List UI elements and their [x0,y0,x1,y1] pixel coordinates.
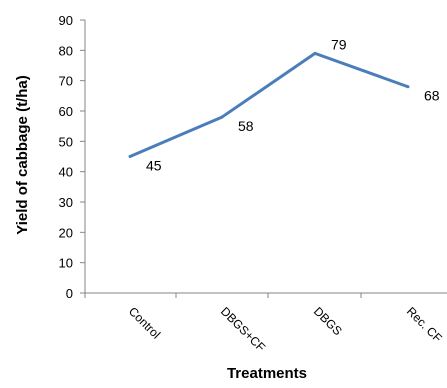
x-axis: Control DBGS+CF DBGS Rec. CF [84,292,447,354]
x-tick-label: Rec. CF [404,304,445,345]
y-tick-label: 10 [59,256,73,271]
y-tick-label: 20 [59,225,73,240]
data-label: 45 [146,158,162,174]
series-line [129,51,409,158]
x-tick-label: DBGS+CF [218,304,268,354]
data-point [220,115,224,119]
y-tick-label: 50 [59,134,73,149]
y-axis-title: Yield of cabbage (t/ha) [14,75,31,234]
y-tick-label: 40 [59,165,73,180]
x-axis-title: Treatments [227,365,307,382]
data-point [406,85,410,89]
x-tick-label: DBGS [311,304,345,338]
series-layer [128,51,410,158]
y-tick-label: 80 [59,43,73,58]
y-tick-label: 30 [59,195,73,210]
x-tick-label: Control [126,304,163,341]
y-tick-label: 70 [59,74,73,89]
data-point [128,155,132,158]
data-label: 68 [424,88,440,104]
y-axis: 0 10 20 30 40 50 60 70 80 90 [59,13,86,301]
data-label: 79 [331,36,347,52]
y-tick-label: 60 [59,104,73,119]
y-tick-label: 0 [66,286,73,301]
data-point [313,51,317,55]
y-tick-label: 90 [59,13,73,28]
data-labels: 45 58 79 68 [146,36,440,173]
data-label: 58 [238,118,254,134]
